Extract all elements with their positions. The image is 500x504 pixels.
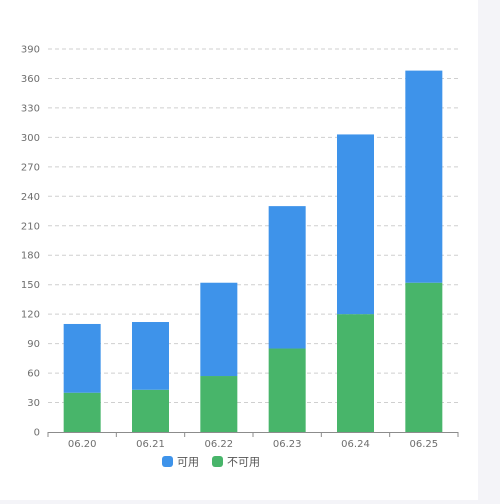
- bar-segment-unavailable[interactable]: [337, 314, 374, 432]
- y-tick-label: 30: [27, 398, 40, 409]
- y-tick-label: 300: [21, 133, 40, 144]
- bar-segment-unavailable[interactable]: [268, 348, 306, 432]
- x-tick-label: 06.21: [136, 439, 165, 450]
- legend-item-unavailable[interactable]: 不可用: [212, 456, 260, 469]
- y-tick-label: 90: [27, 339, 40, 350]
- x-tick-label: 06.23: [273, 439, 302, 450]
- chart-panel: 0 30 60 90 120 150 180 210 240 270 300 330 360 390 06…: [0, 0, 478, 500]
- x-axis: [47, 432, 459, 437]
- bar-segment-unavailable[interactable]: [200, 376, 238, 432]
- bar-segment-available[interactable]: [405, 70, 443, 283]
- rounded-square-icon: [212, 456, 223, 467]
- y-tick-label: 180: [21, 251, 40, 262]
- bar-segment-unavailable[interactable]: [63, 392, 101, 432]
- y-axis-tick-labels: 0 30 60 90 120 150 180 210 240 270 300 330 360 390: [21, 45, 40, 439]
- bar-segment-available[interactable]: [132, 322, 169, 390]
- rounded-square-icon: [162, 456, 173, 467]
- legend-label: 可用: [177, 456, 199, 469]
- bar-segment-available[interactable]: [63, 323, 101, 393]
- bar-segment-available[interactable]: [337, 134, 374, 315]
- bars: [63, 70, 443, 432]
- y-tick-label: 330: [21, 103, 40, 114]
- legend-item-available[interactable]: 可用: [162, 456, 199, 469]
- y-tick-label: 390: [21, 45, 40, 56]
- bar-segment-unavailable[interactable]: [132, 389, 169, 432]
- grid-lines: [48, 48, 458, 404]
- bar-segment-unavailable[interactable]: [405, 282, 443, 432]
- x-tick-label: 06.22: [205, 439, 234, 450]
- y-tick-label: 0: [34, 428, 40, 439]
- legend[interactable]: 可用 不可用: [162, 456, 260, 469]
- legend-label: 不可用: [227, 456, 260, 469]
- x-tick-label: 06.20: [68, 439, 97, 450]
- y-tick-label: 150: [21, 280, 40, 291]
- bar-segment-available[interactable]: [268, 206, 306, 349]
- x-tick-label: 06.24: [341, 439, 370, 450]
- y-tick-label: 210: [21, 221, 40, 232]
- y-tick-label: 120: [21, 310, 40, 321]
- y-tick-label: 270: [21, 162, 40, 173]
- stacked-bar-chart: 0 30 60 90 120 150 180 210 240 270 300 330 360 390 06…: [21, 45, 459, 469]
- x-axis-tick-labels: 06.20 06.21 06.22 06.23 06.24 06.25: [68, 439, 438, 450]
- y-tick-label: 360: [21, 74, 40, 85]
- bar-segment-available[interactable]: [200, 282, 238, 377]
- x-tick-label: 06.25: [410, 439, 439, 450]
- y-tick-label: 60: [27, 369, 40, 380]
- y-tick-label: 240: [21, 192, 40, 203]
